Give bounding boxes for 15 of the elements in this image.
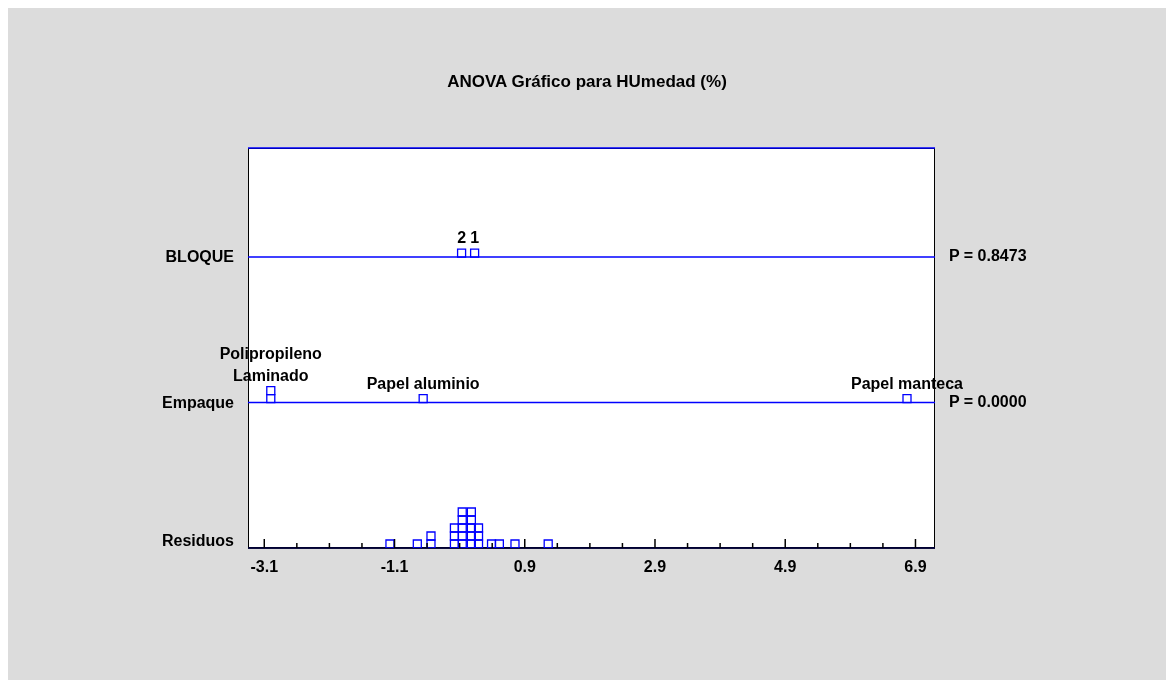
text: P = 0.8473 [949,247,1027,266]
annotation: Papel aluminio [366,374,480,392]
y-tick-label: Empaque [161,393,235,411]
y-tick-label: Residuos [161,532,235,549]
x-tick-label: 4.9 [774,558,797,575]
x-tick-label: 2.9 [643,558,667,575]
text: P = 0.0000 [949,392,1027,411]
x-tick-label: -1.1 [380,558,409,575]
chart-title: ANOVA Gráfico para HUmedad (%) [446,72,728,92]
annotation: 2 [457,229,467,247]
x-tick-label: -3.1 [250,558,279,575]
x-tick-label: 6.9 [904,558,927,575]
y-tick-label: BLOQUE [165,248,235,266]
x-tick-label: 0.9 [513,558,536,575]
annotation: 1 [470,229,480,247]
